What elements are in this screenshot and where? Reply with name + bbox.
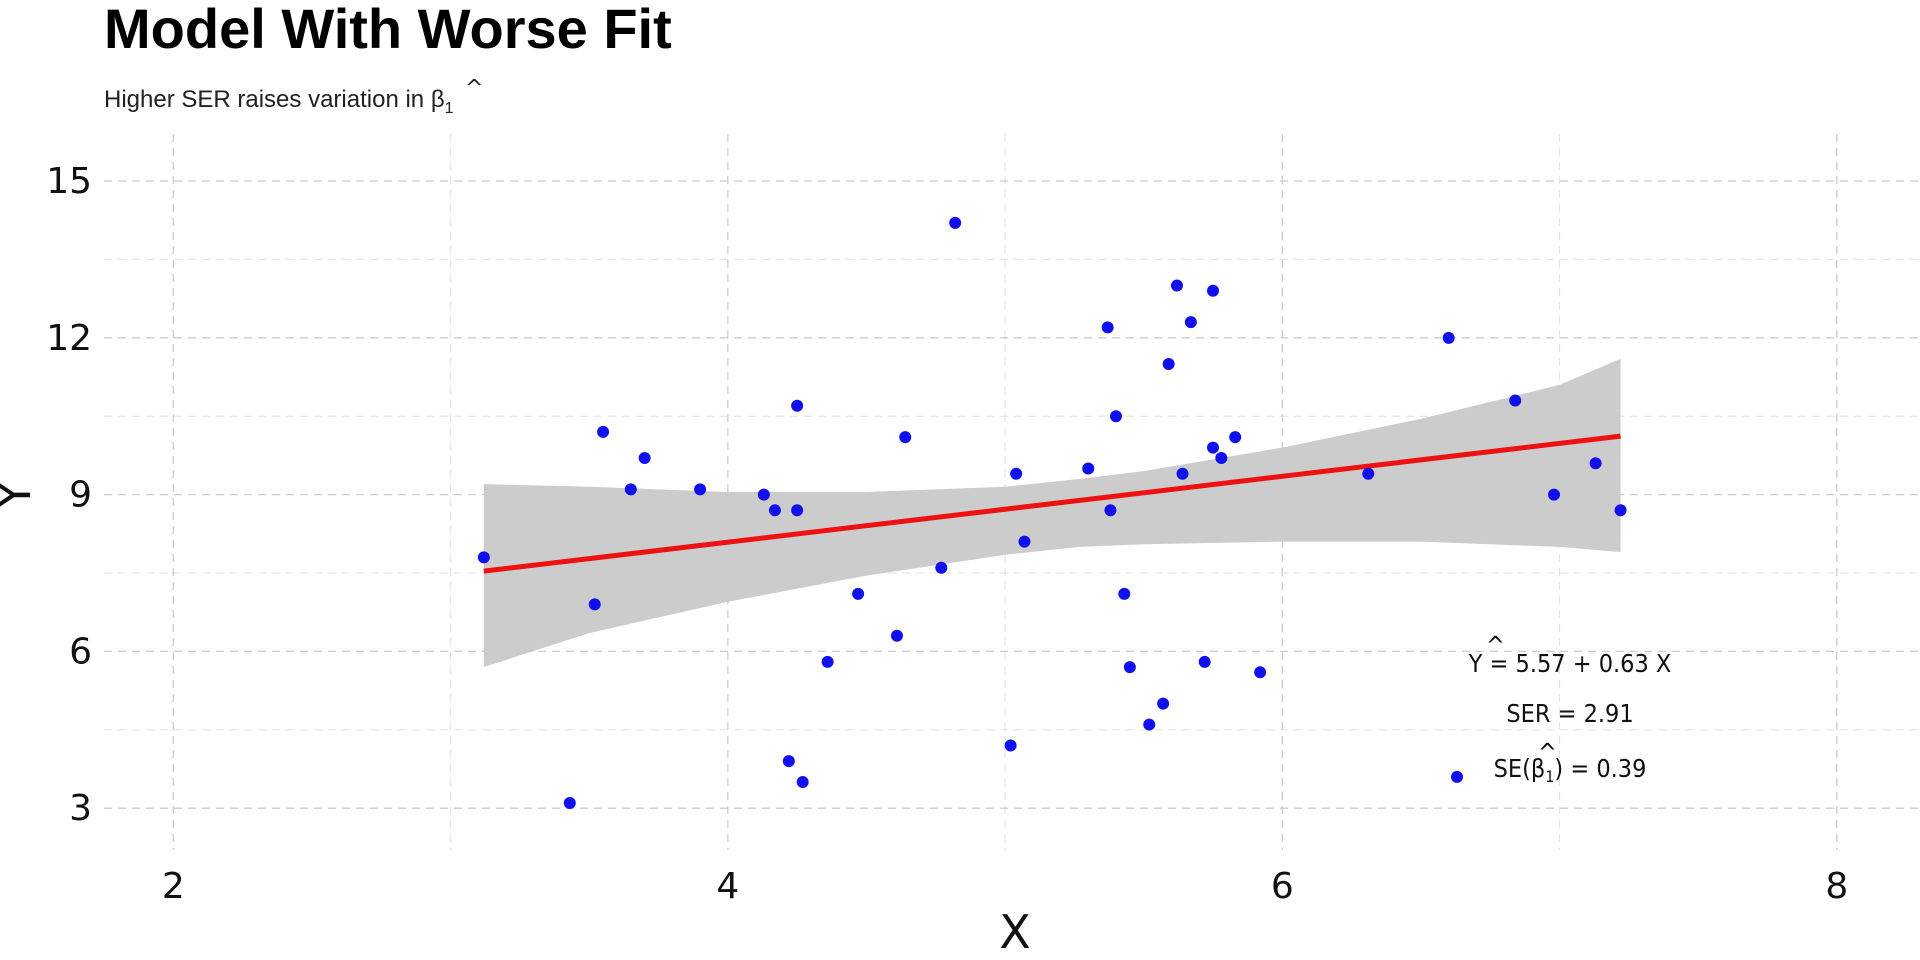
data-point-8 [768,504,781,517]
data-point-41 [1442,331,1455,344]
data-point-5 [638,452,651,465]
data-point-20 [1010,467,1023,480]
data-point-18 [949,216,962,229]
data-point-43 [1509,394,1522,407]
y-tick-label-1: 6 [69,631,92,672]
se-beta-symbol: β [1531,754,1545,783]
data-point-32 [1176,467,1189,480]
data-point-39 [1254,666,1267,679]
y-axis-ticks: 3 6 9 12 15 [46,161,92,829]
se-annotation: SE(β1) = 0.39 [1494,754,1647,786]
y-tick-label-4: 15 [46,161,92,202]
data-point-42 [1450,770,1463,783]
data-point-7 [757,488,770,501]
subtitle-beta-hat: ^ [465,76,483,101]
data-point-9 [782,755,795,768]
se-beta-subscript: 1 [1545,767,1554,786]
subtitle-text: Higher SER raises variation in [104,86,431,113]
data-point-17 [935,561,948,574]
scatter-points [477,216,1627,809]
data-point-3 [597,425,610,438]
data-point-21 [1018,535,1031,548]
data-point-22 [1082,462,1095,475]
data-point-38 [1229,431,1242,444]
data-point-29 [1157,697,1170,710]
se-suffix: ) = 0.39 [1554,754,1646,783]
data-point-25 [1109,410,1122,423]
equation-lhs: Y [1468,649,1483,678]
data-point-2 [588,598,601,611]
y-axis-title: Y [0,480,41,510]
se-beta-hat: ^ [1538,738,1557,767]
regression-line [483,433,1621,574]
confidence-band-layer [483,358,1621,668]
data-point-37 [1215,452,1228,465]
ser-annotation: SER = 2.91 [1506,699,1633,728]
data-point-13 [821,655,834,668]
se-prefix: SE( [1494,754,1531,783]
equation-rhs: = 5.57 + 0.63 X [1482,649,1671,678]
data-point-4 [624,483,637,496]
x-axis-title: X [999,905,1031,959]
regression-annotation: Y = 5.57 + 0.63 X ^ SER = 2.91 SE(β1) = … [1468,631,1672,786]
data-point-40 [1362,467,1375,480]
x-axis-ticks: 2 4 6 8 [162,866,1848,907]
confidence-band [483,358,1621,668]
equation-annotation: Y = 5.57 + 0.63 X [1468,649,1672,678]
subtitle-beta-subscript: 1 [445,100,454,117]
data-point-14 [852,587,865,600]
data-point-44 [1548,488,1561,501]
data-point-11 [791,504,804,517]
data-point-12 [796,776,809,789]
fit-line-layer [483,433,1621,574]
data-point-30 [1162,357,1175,370]
data-point-28 [1143,718,1156,731]
subtitle-beta-symbol: β [431,86,445,113]
data-point-34 [1198,655,1211,668]
data-point-35 [1207,284,1220,297]
data-point-26 [1118,587,1131,600]
data-point-24 [1104,504,1117,517]
data-point-1 [563,796,576,809]
data-point-45 [1589,457,1602,470]
data-point-31 [1170,279,1183,292]
data-point-23 [1101,321,1114,334]
x-tick-label-0: 2 [162,866,185,907]
data-point-6 [694,483,707,496]
data-point-10 [791,399,804,412]
data-point-16 [899,431,912,444]
y-tick-label-2: 9 [69,475,92,516]
x-tick-label-2: 6 [1271,866,1294,907]
data-point-0 [477,551,490,564]
y-tick-label-0: 3 [69,788,92,829]
x-tick-label-1: 4 [716,866,739,907]
data-point-46 [1614,504,1627,517]
chart-subtitle: Higher SER raises variation in β1 [104,86,454,117]
x-tick-label-3: 8 [1825,866,1848,907]
chart-title: Model With Worse Fit [104,0,672,60]
equation-hat: ^ [1486,631,1505,660]
data-point-15 [890,629,903,642]
data-point-27 [1123,661,1136,674]
y-tick-label-3: 12 [46,318,92,359]
data-point-19 [1004,739,1017,752]
data-point-36 [1207,441,1220,454]
data-point-33 [1184,316,1197,329]
